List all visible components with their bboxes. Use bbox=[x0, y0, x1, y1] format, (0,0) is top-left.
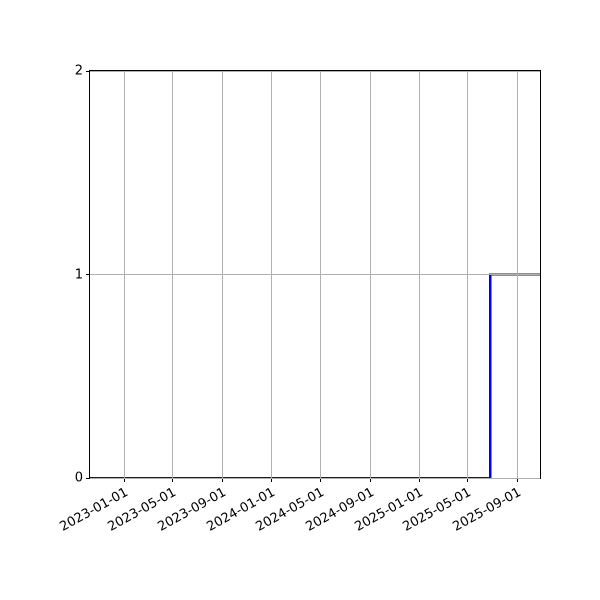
x-tick-mark bbox=[271, 478, 273, 482]
y-tick-label: 2 bbox=[74, 63, 83, 79]
x-tick-mark bbox=[467, 478, 469, 482]
y-tick-mark bbox=[86, 274, 90, 275]
x-tick-mark bbox=[319, 478, 321, 482]
x-tick-mark bbox=[369, 478, 371, 482]
y-gridline bbox=[90, 274, 540, 275]
y-tick-label: 0 bbox=[74, 470, 83, 486]
x-tick-mark bbox=[123, 478, 125, 482]
x-tick-mark bbox=[172, 478, 174, 482]
y-gridline bbox=[90, 477, 540, 479]
series-line bbox=[90, 273, 540, 480]
y-tick-mark bbox=[86, 70, 90, 72]
y-tick-mark bbox=[86, 477, 90, 479]
x-tick-mark bbox=[221, 478, 223, 482]
y-gridline bbox=[90, 70, 540, 72]
plot-area: 2023-01-01 2023-05-01 2023-09-01 2024-01-01… bbox=[57, 64, 541, 535]
x-tick-mark bbox=[418, 478, 420, 482]
y-tick-label: 1 bbox=[74, 267, 83, 282]
x-tick-mark bbox=[516, 478, 518, 482]
